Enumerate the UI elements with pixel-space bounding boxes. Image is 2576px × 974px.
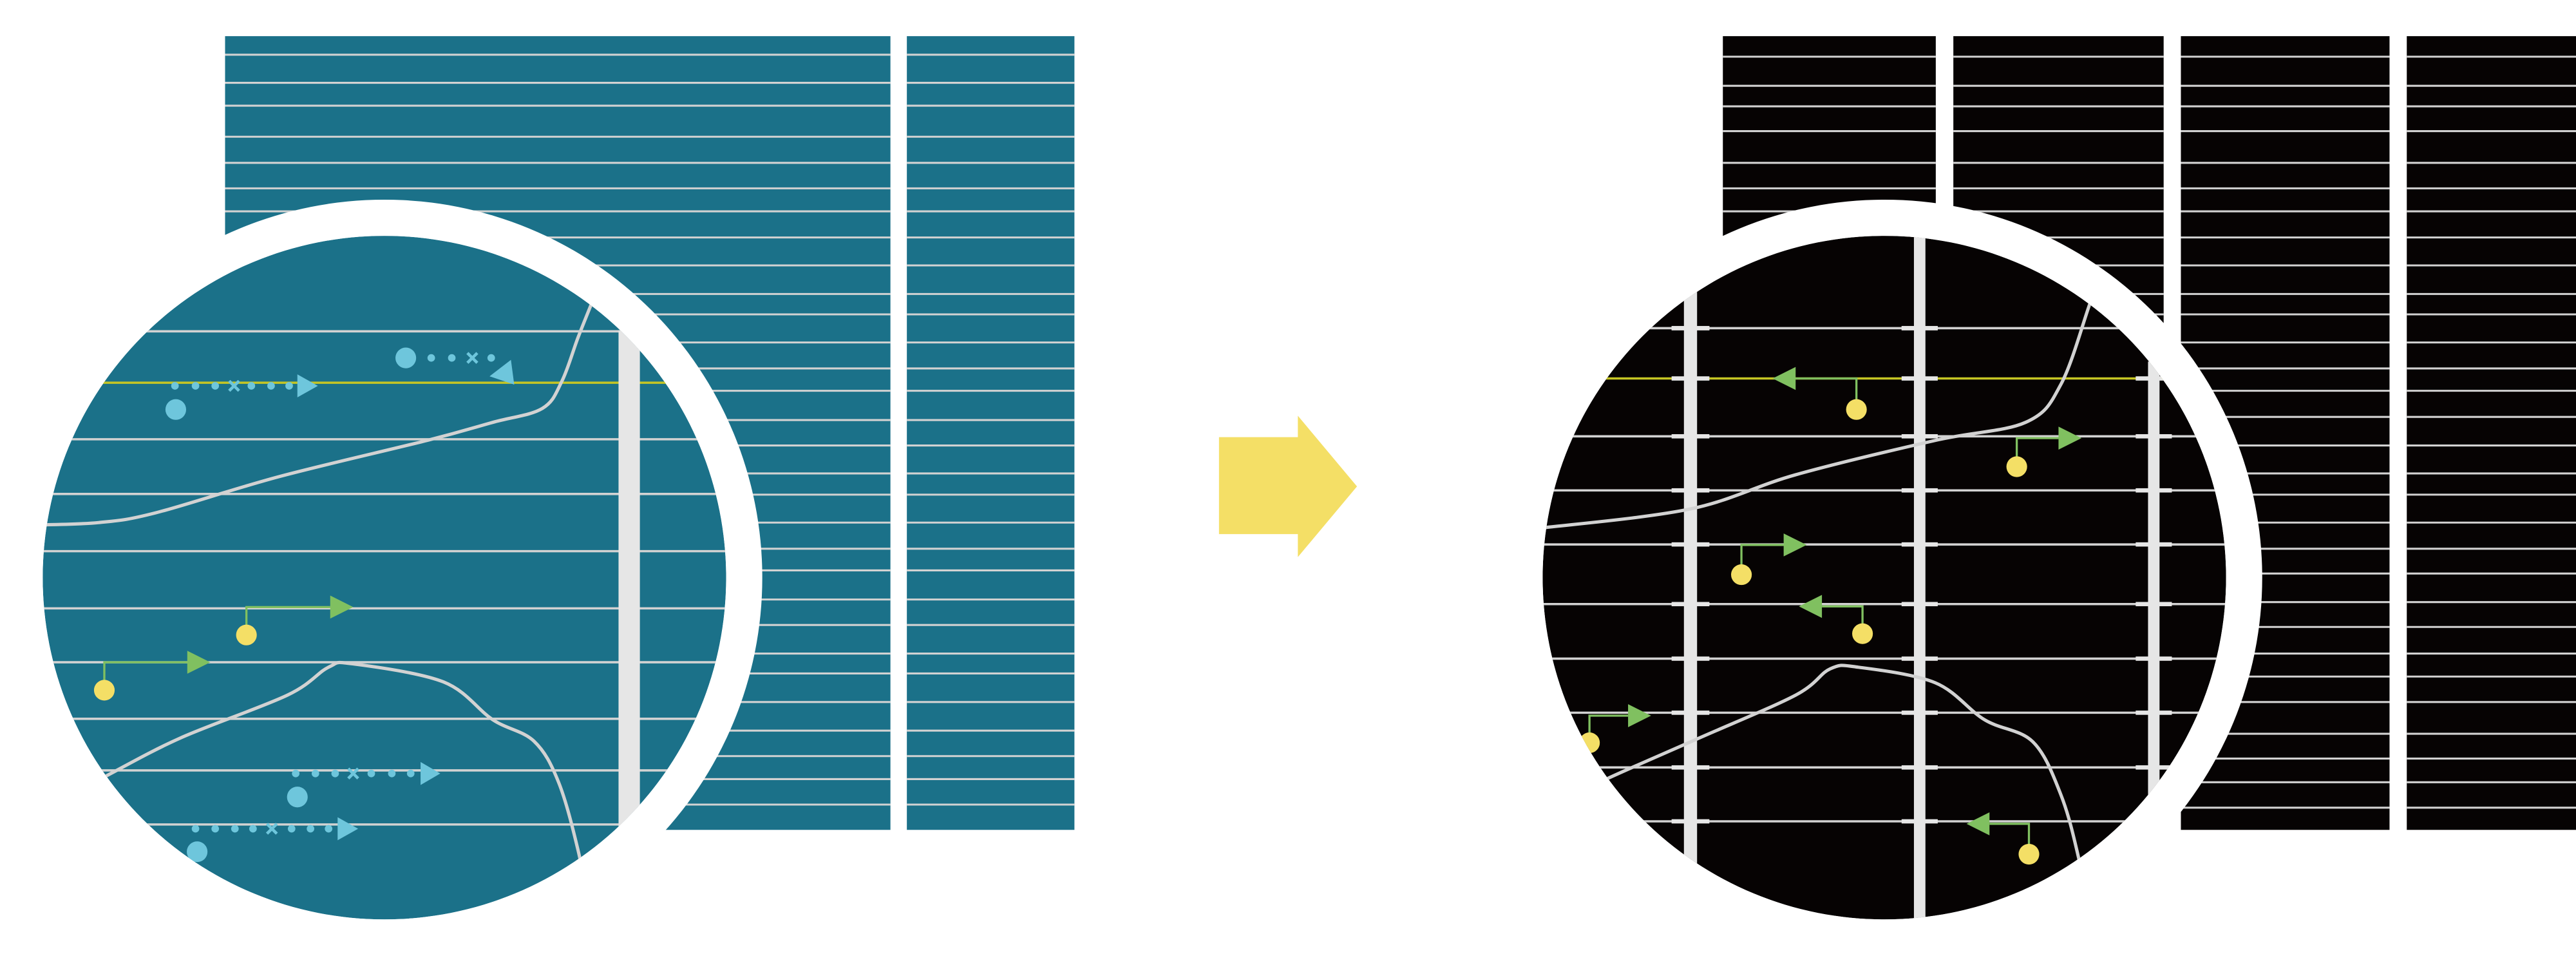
bar-tick [1671,765,1710,770]
pin-dot [236,624,257,645]
marker-dot [285,382,293,390]
pin-dot [1846,399,1867,420]
bar-tick [2136,434,2172,439]
arrowhead-icon [1772,367,1796,390]
bar-tick [1901,711,1938,715]
pin-dot [1852,623,1873,644]
bar-tick [1671,488,1710,493]
marker-dot [448,354,456,362]
bar-tick [1671,711,1710,715]
arrowhead-icon [1966,812,1990,836]
after-magnifier [1542,236,2226,920]
bar-tick [1901,434,1938,439]
bar-tick [1901,765,1938,770]
arrowhead-icon [1628,704,1651,727]
transition-arrow-shape [1218,415,1358,557]
bar-tick [1901,819,1938,824]
pin-dot [93,680,115,701]
right-arrow-icon [1218,415,1358,557]
bar-tick [2136,765,2172,770]
arrowhead-icon [337,817,359,841]
arrowhead-icon [1799,595,1823,618]
bar-tick [1901,542,1938,547]
bar-tick [2136,602,2172,607]
arrowhead-icon [1783,533,1807,557]
pin-dot [2006,456,2027,477]
pin-dot [1731,564,1752,586]
separator-bar [1913,236,1926,920]
bar-tick [1901,488,1938,493]
marker-dot [307,825,315,833]
marker-dot [267,382,275,390]
x-mark-icon [466,352,478,364]
marker-dot [292,769,300,778]
marker-dot [311,769,319,778]
x-mark-icon [228,379,240,392]
bar-tick [1671,434,1710,439]
marker-dot [367,769,375,778]
bar-tick [1671,819,1710,824]
arrowhead-icon [421,761,440,785]
bar-tick [1671,656,1710,661]
x-mark-icon [347,767,359,780]
arrowhead-icon [297,374,318,397]
trajectory-curve [1576,664,2092,920]
bar-tick [1671,376,1710,381]
marker-dot [325,825,333,833]
panel-column [2407,36,2576,830]
trajectory-curve [81,660,593,920]
marker-dot [287,825,296,833]
marker-dot [211,382,220,390]
marker-dot [231,825,239,833]
bar-tick [1901,656,1938,661]
pin-dot [2018,843,2040,865]
separator-bar [2148,361,2160,806]
marker-dot [171,382,179,390]
before-magnifier [43,236,726,920]
arrowhead-icon [330,595,354,619]
marker-dot [191,382,200,390]
marker-dot [487,354,495,362]
trajectory-curve [1542,262,2105,531]
bar-tick [2136,376,2172,381]
arrowhead-icon [2058,426,2082,450]
marker-dot [427,354,435,362]
bar-tick [2136,656,2172,661]
marker-dot [211,825,220,833]
bar-tick [2136,542,2172,547]
marker-dot [388,769,396,778]
panel-column [907,36,1075,830]
bar-tick [1671,602,1710,607]
marker-origin-dot [165,399,187,420]
bar-tick [1671,326,1710,330]
bar-tick [1901,326,1938,330]
bar-tick [2136,488,2172,493]
marker-dot [406,769,415,778]
bar-tick [1901,376,1938,381]
magnifier-background [43,236,726,920]
marker-dot [247,382,256,390]
marker-origin-dot [187,841,208,863]
bar-tick [2136,711,2172,715]
trajectory-curve [43,295,596,527]
x-mark-icon [265,823,278,835]
bar-tick [1901,602,1938,607]
arrowhead-icon [489,359,515,385]
magnifier-background [1542,236,2226,920]
bar-tick [1671,542,1710,547]
separator-bar [1683,279,1698,872]
marker-origin-dot [287,787,308,808]
marker-origin-dot [395,347,417,368]
marker-dot [191,825,200,833]
marker-dot [331,769,339,778]
marker-dot [249,825,257,833]
arrowhead-icon [187,651,211,674]
